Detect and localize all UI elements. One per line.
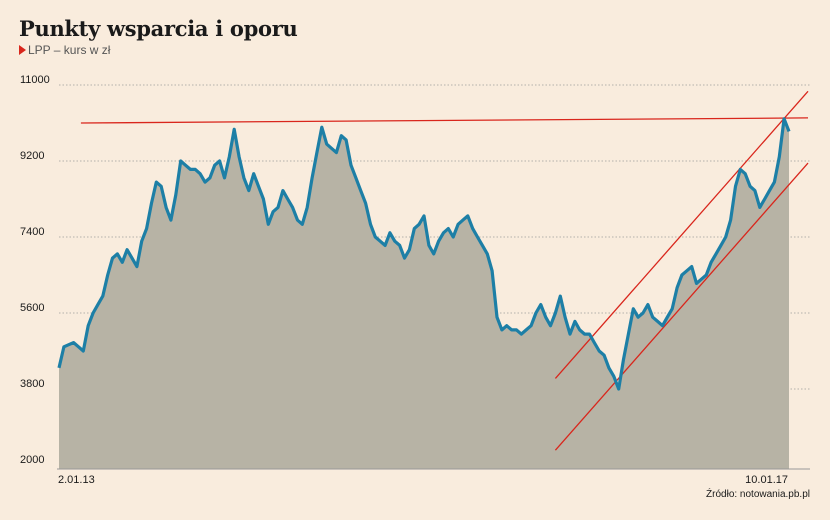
legend: LPP – kurs w zł xyxy=(19,43,110,57)
price-line xyxy=(57,117,791,391)
x-tick-label-start: 2.01.13 xyxy=(58,474,95,486)
channel-upper-line xyxy=(554,90,809,379)
source-note: Źródło: notowania.pb.pl xyxy=(706,489,810,500)
resistance-line xyxy=(80,117,809,124)
legend-label: LPP – kurs w zł xyxy=(28,43,111,57)
y-tick-label: 11000 xyxy=(20,74,50,86)
price-area xyxy=(59,118,789,470)
legend-marker-icon xyxy=(19,45,26,55)
y-tick-label: 3800 xyxy=(20,378,44,390)
y-tick-label: 7400 xyxy=(20,226,44,238)
chart-title: Punkty wsparcia i oporu xyxy=(19,16,298,41)
y-tick-label: 9200 xyxy=(20,150,44,162)
y-tick-label: 5600 xyxy=(20,302,44,314)
y-axis-labels: 11000 9200 7400 5600 3800 2000 xyxy=(20,74,50,466)
channel-lower-line xyxy=(554,162,809,451)
y-tick-label: 2000 xyxy=(20,454,44,466)
x-tick-label-end: 10.01.17 xyxy=(745,474,788,486)
trend-lines xyxy=(80,90,809,451)
